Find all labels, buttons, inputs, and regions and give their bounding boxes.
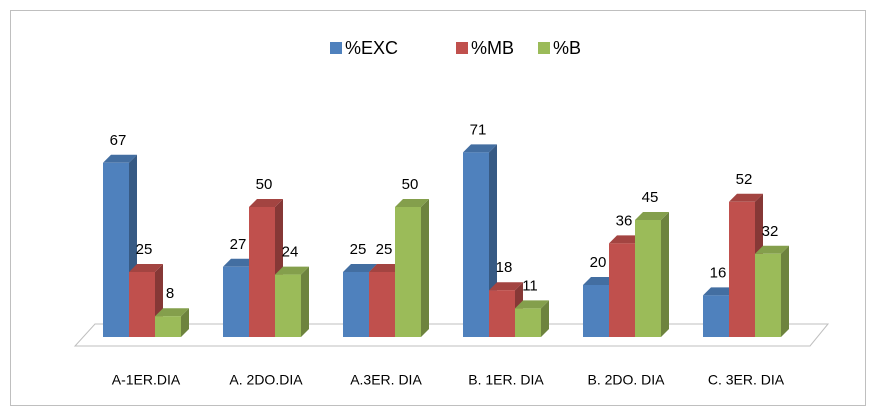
bar-top [223, 258, 257, 267]
legend-swatch [330, 42, 342, 54]
bar-top [515, 300, 549, 309]
bar-side [541, 300, 549, 337]
data-label: 32 [762, 223, 779, 240]
bar-top [703, 287, 737, 296]
bar-side [781, 245, 789, 337]
data-label: 25 [376, 241, 393, 258]
data-label: 50 [256, 176, 273, 193]
bar-top [635, 212, 669, 220]
bar [515, 308, 541, 337]
bar [609, 243, 635, 337]
bar-top [343, 264, 377, 272]
data-label: 11 [522, 277, 538, 294]
bar [249, 207, 275, 337]
data-label: 24 [282, 244, 299, 261]
bar-side [421, 199, 429, 337]
bar [275, 274, 301, 337]
bar-top [369, 264, 403, 272]
data-label: 20 [590, 254, 607, 271]
bar [489, 290, 515, 337]
bar-side [661, 212, 669, 337]
bar-top [103, 154, 137, 163]
bar-top [155, 308, 189, 317]
bar [369, 272, 395, 337]
x-tick-label: B. 1ER. DIA [468, 372, 544, 388]
bar-side [301, 266, 309, 337]
bar-top [249, 199, 283, 207]
data-label: 52 [736, 171, 753, 188]
bar [395, 207, 421, 337]
x-tick-label: A. 2DO.DIA [229, 372, 303, 388]
bar [223, 266, 249, 337]
data-label: 50 [402, 176, 419, 193]
legend-label: %EXC [345, 38, 398, 58]
bar-top [275, 266, 309, 275]
bar-side [181, 308, 189, 337]
data-label: 25 [136, 241, 153, 258]
x-tick-label: A.3ER. DIA [350, 372, 422, 388]
x-tick-label: B. 2DO. DIA [587, 372, 665, 388]
bar [103, 162, 129, 337]
legend-label: %B [553, 38, 581, 58]
data-label: 27 [230, 236, 247, 253]
bar-top [395, 199, 429, 207]
data-label: 71 [470, 121, 487, 138]
x-tick-label: C. 3ER. DIA [708, 372, 785, 388]
legend-swatch [538, 42, 550, 54]
x-tick-label: A-1ER.DIA [112, 372, 181, 388]
data-label: 45 [642, 189, 659, 206]
data-label: 36 [616, 212, 633, 229]
data-label: 67 [110, 132, 127, 149]
bar [703, 295, 729, 337]
bar-top [463, 144, 497, 153]
bar-top [129, 264, 163, 272]
data-label: 18 [496, 259, 513, 276]
bar [463, 152, 489, 337]
data-label: 16 [710, 264, 727, 281]
bar [343, 272, 369, 337]
bar-top [489, 282, 523, 291]
bar-top [755, 245, 789, 254]
bar [635, 220, 661, 337]
bar [129, 272, 155, 337]
bar [755, 253, 781, 337]
bar [583, 285, 609, 337]
bar-top [729, 193, 763, 202]
bar [729, 201, 755, 337]
bar-top [583, 277, 617, 285]
data-label: 8 [166, 285, 174, 302]
bar-top [609, 235, 643, 244]
data-label: 25 [350, 241, 367, 258]
legend-label: %MB [471, 38, 514, 58]
bar [155, 316, 181, 337]
legend-swatch [456, 42, 468, 54]
